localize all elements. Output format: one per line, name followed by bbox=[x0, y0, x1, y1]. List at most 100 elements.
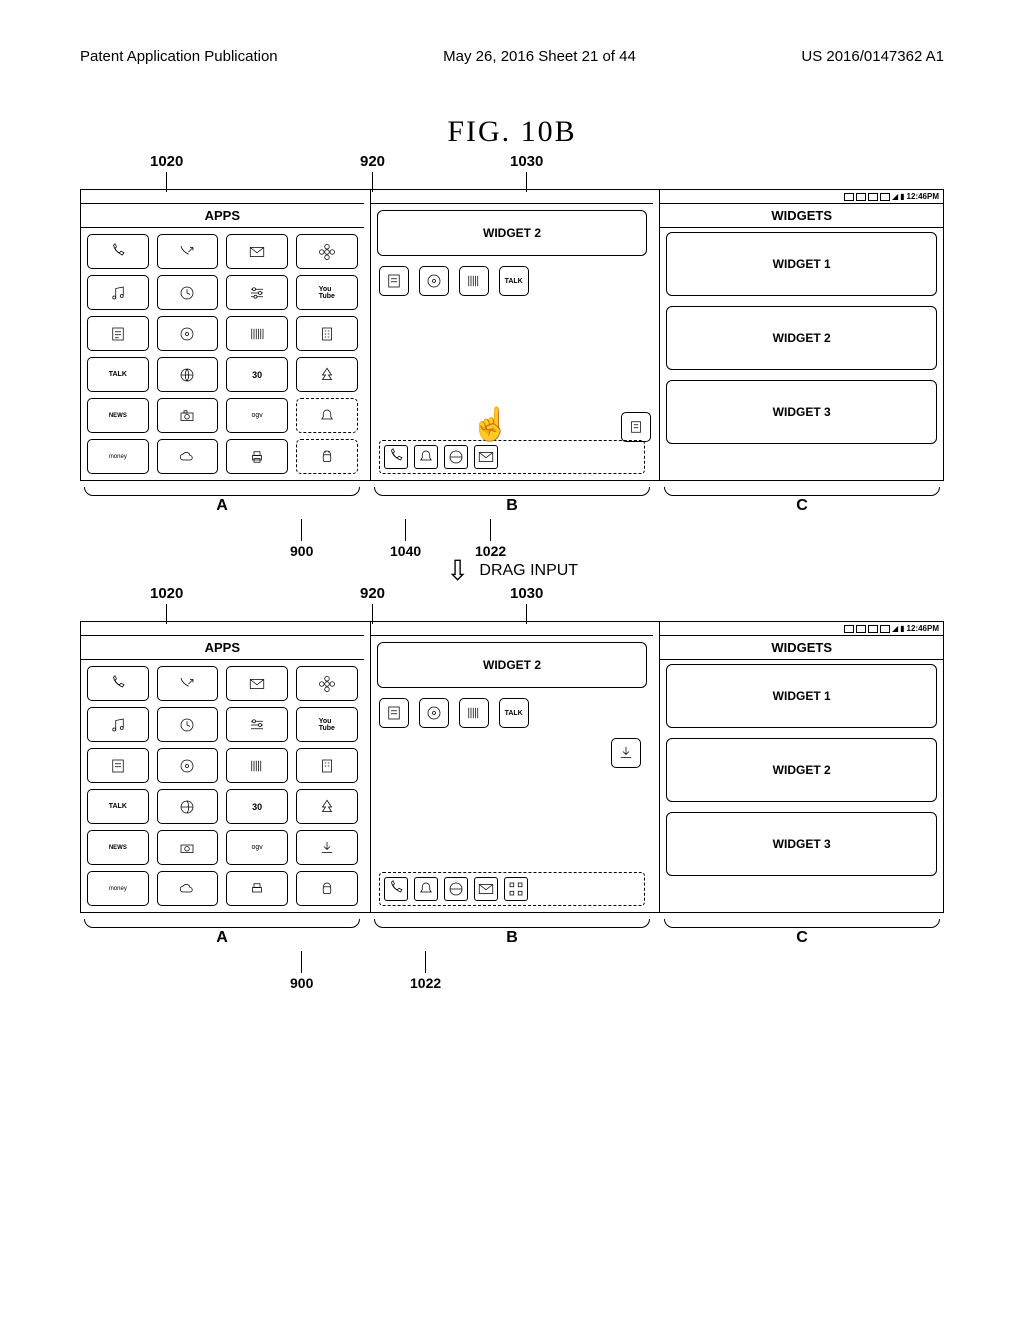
globe-icon[interactable] bbox=[444, 877, 468, 901]
down-arrow-icon: ⇩ bbox=[446, 557, 469, 585]
widgets-title: WIDGETS bbox=[660, 636, 943, 660]
globe-icon[interactable] bbox=[157, 357, 219, 392]
ref-900: 900 bbox=[290, 519, 313, 559]
drag-input-arrow: ⇩ DRAG INPUT bbox=[80, 557, 944, 585]
widget2[interactable]: WIDGET 2 bbox=[666, 306, 937, 370]
brace-C: C bbox=[796, 497, 808, 515]
calendar-icon[interactable]: 30 bbox=[226, 357, 288, 392]
building-icon[interactable] bbox=[296, 748, 358, 783]
status-icon bbox=[868, 193, 878, 201]
news-icon[interactable]: NEWS bbox=[87, 398, 149, 433]
settings-sliders-icon[interactable] bbox=[226, 275, 288, 310]
phone-icon[interactable] bbox=[87, 234, 149, 269]
header-left: Patent Application Publication bbox=[80, 48, 278, 65]
disc-icon[interactable] bbox=[157, 748, 219, 783]
ogv-icon[interactable]: ogv bbox=[226, 398, 288, 433]
home-widget2[interactable]: WIDGET 2 bbox=[377, 210, 648, 256]
building-icon[interactable] bbox=[296, 316, 358, 351]
music-icon[interactable] bbox=[87, 707, 149, 742]
youtube-icon[interactable]: YouTube bbox=[296, 275, 358, 310]
cloud-icon[interactable] bbox=[157, 439, 219, 474]
youtube-icon[interactable]: YouTube bbox=[296, 707, 358, 742]
pointer-hand-icon: ☝ bbox=[471, 408, 511, 440]
clock-icon[interactable] bbox=[157, 707, 219, 742]
disc-icon[interactable] bbox=[419, 266, 449, 296]
mail-icon[interactable] bbox=[474, 877, 498, 901]
ref-1020: 1020 bbox=[150, 585, 183, 624]
music-icon[interactable] bbox=[87, 275, 149, 310]
notes-icon[interactable] bbox=[379, 266, 409, 296]
widgets-title: WIDGETS bbox=[660, 204, 943, 228]
widget1[interactable]: WIDGET 1 bbox=[666, 232, 937, 296]
disc-icon[interactable] bbox=[157, 316, 219, 351]
flower-icon[interactable] bbox=[296, 234, 358, 269]
widget3[interactable]: WIDGET 3 bbox=[666, 812, 937, 876]
money-icon[interactable]: money bbox=[87, 439, 149, 474]
header-center: May 26, 2016 Sheet 21 of 44 bbox=[443, 48, 636, 65]
statusbar-home bbox=[371, 190, 654, 204]
notes-icon[interactable] bbox=[87, 748, 149, 783]
bell-icon[interactable] bbox=[414, 877, 438, 901]
download-icon[interactable] bbox=[611, 738, 641, 768]
notes-icon[interactable] bbox=[379, 698, 409, 728]
globe-icon[interactable] bbox=[444, 445, 468, 469]
notes-icon[interactable] bbox=[87, 316, 149, 351]
barcode-icon[interactable] bbox=[459, 698, 489, 728]
barcode-icon[interactable] bbox=[226, 316, 288, 351]
phone-icon[interactable] bbox=[384, 445, 408, 469]
tree-icon[interactable] bbox=[296, 357, 358, 392]
home-widget2[interactable]: WIDGET 2 bbox=[377, 642, 648, 688]
triptych-before: 1020 920 1030 APPS bbox=[80, 189, 944, 551]
talk-icon[interactable]: TALK bbox=[87, 357, 149, 392]
figure-title: FIG. 10B bbox=[80, 115, 944, 149]
statusbar-widgets: ◢ ▮ 12:46PM bbox=[660, 622, 943, 636]
barcode-icon[interactable] bbox=[459, 266, 489, 296]
clock-icon[interactable] bbox=[157, 275, 219, 310]
print-icon[interactable] bbox=[226, 871, 288, 906]
call-forward-icon[interactable] bbox=[157, 666, 219, 701]
widget3[interactable]: WIDGET 3 bbox=[666, 380, 937, 444]
phone-icon[interactable] bbox=[384, 877, 408, 901]
drop-target-icon[interactable] bbox=[621, 412, 651, 442]
bell-icon-dragged[interactable] bbox=[296, 398, 358, 433]
barcode-icon[interactable] bbox=[226, 748, 288, 783]
talk-icon[interactable]: TALK bbox=[87, 789, 149, 824]
ref-1022: 1022 bbox=[410, 951, 441, 991]
android-icon[interactable] bbox=[296, 871, 358, 906]
download-icon[interactable] bbox=[296, 830, 358, 865]
brace-B: B bbox=[506, 929, 518, 947]
bell-icon[interactable] bbox=[414, 445, 438, 469]
ogv-icon[interactable]: ogv bbox=[226, 830, 288, 865]
disc-icon[interactable] bbox=[419, 698, 449, 728]
brace-B: B bbox=[506, 497, 518, 515]
camera-icon[interactable] bbox=[157, 398, 219, 433]
panel-home: WIDGET 2 TALK bbox=[370, 622, 654, 912]
news-icon[interactable]: NEWS bbox=[87, 830, 149, 865]
call-forward-icon[interactable] bbox=[157, 234, 219, 269]
camera-icon[interactable] bbox=[157, 830, 219, 865]
widget1[interactable]: WIDGET 1 bbox=[666, 664, 937, 728]
talk-icon[interactable]: TALK bbox=[499, 698, 529, 728]
android-icon-dragged[interactable] bbox=[296, 439, 358, 474]
status-icon bbox=[856, 625, 866, 633]
globe-icon[interactable] bbox=[157, 789, 219, 824]
money-icon[interactable]: money bbox=[87, 871, 149, 906]
flower-icon[interactable] bbox=[296, 666, 358, 701]
tree-icon[interactable] bbox=[296, 789, 358, 824]
app-grid: YouTube TALK 30 NEWS ogv money bbox=[87, 666, 358, 906]
calendar-icon[interactable]: 30 bbox=[226, 789, 288, 824]
ref-920: 920 bbox=[360, 585, 385, 624]
mail-icon[interactable] bbox=[474, 445, 498, 469]
mail-icon[interactable] bbox=[226, 666, 288, 701]
apps-title: APPS bbox=[81, 636, 364, 660]
mail-icon[interactable] bbox=[226, 234, 288, 269]
status-icon bbox=[844, 193, 854, 201]
talk-icon[interactable]: TALK bbox=[499, 266, 529, 296]
phone-icon[interactable] bbox=[87, 666, 149, 701]
apps-grid-icon[interactable] bbox=[504, 877, 528, 901]
dock bbox=[379, 440, 646, 474]
cloud-icon[interactable] bbox=[157, 871, 219, 906]
print-icon[interactable] bbox=[226, 439, 288, 474]
settings-sliders-icon[interactable] bbox=[226, 707, 288, 742]
widget2[interactable]: WIDGET 2 bbox=[666, 738, 937, 802]
